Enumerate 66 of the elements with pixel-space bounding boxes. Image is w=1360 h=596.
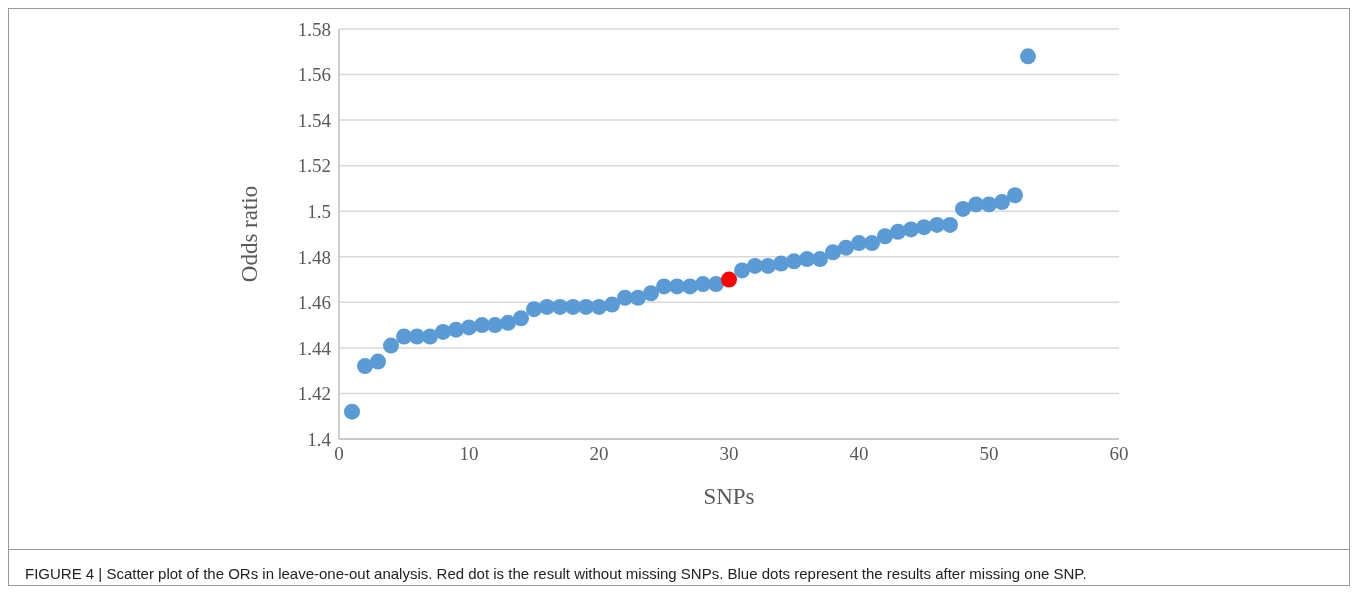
point — [383, 337, 399, 354]
point — [357, 358, 373, 375]
point — [1020, 48, 1036, 65]
point — [942, 216, 958, 233]
y-tick-label: 1.5 — [307, 200, 331, 222]
point — [604, 296, 620, 313]
point — [734, 262, 750, 279]
point — [786, 253, 802, 270]
point — [513, 310, 529, 327]
x-tick-label: 20 — [589, 443, 609, 465]
y-tick-label: 1.4 — [307, 428, 332, 450]
y-tick-label: 1.48 — [297, 246, 331, 268]
point — [682, 278, 698, 295]
point — [825, 244, 841, 261]
point — [487, 317, 503, 334]
point — [552, 298, 568, 315]
x-tick-label: 60 — [1109, 443, 1129, 465]
x-tick-label: 10 — [459, 443, 479, 465]
point — [370, 353, 386, 370]
point — [812, 251, 828, 268]
x-tick-label: 50 — [979, 443, 999, 465]
point — [721, 271, 737, 288]
y-tick-label: 1.44 — [297, 337, 332, 359]
point — [695, 276, 711, 293]
point — [1007, 187, 1023, 204]
x-tick-label: 40 — [849, 443, 869, 465]
x-tick-label: 0 — [334, 443, 344, 465]
point — [500, 314, 516, 331]
y-tick-label: 1.52 — [297, 155, 331, 177]
x-axis-title: SNPs — [703, 484, 755, 509]
point — [760, 257, 776, 274]
caption: FIGURE 4 | Scatter plot of the ORs in leave-one-out analysis. Red dot is the result without missing SNPs. Blue dots represent the results after missing one SNP. — [25, 565, 1087, 582]
point — [747, 257, 763, 274]
point — [708, 276, 724, 293]
point — [461, 319, 477, 336]
point — [838, 239, 854, 256]
y-tick-label: 1.56 — [297, 64, 331, 86]
point — [994, 194, 1010, 211]
point — [435, 323, 451, 340]
point — [955, 200, 971, 217]
y-tick-label: 1.58 — [297, 18, 331, 40]
point — [526, 301, 542, 318]
y-tick-label: 1.46 — [297, 292, 331, 314]
point — [643, 285, 659, 302]
point — [929, 216, 945, 233]
point — [565, 298, 581, 315]
point — [448, 321, 464, 338]
point — [539, 298, 555, 315]
point — [474, 317, 490, 334]
y-tick-label: 1.54 — [297, 109, 332, 131]
point — [630, 289, 646, 306]
point — [578, 298, 594, 315]
point — [344, 403, 360, 420]
point — [422, 328, 438, 345]
x-tick-label: 30 — [719, 443, 739, 465]
point — [981, 196, 997, 213]
point — [773, 255, 789, 272]
point — [890, 223, 906, 240]
point — [877, 228, 893, 245]
y-axis-title: Odds ratio — [237, 185, 263, 283]
point — [864, 235, 880, 252]
point — [591, 298, 607, 315]
y-tick-label: 1.42 — [297, 383, 331, 405]
point — [799, 251, 815, 268]
point — [916, 219, 932, 236]
point — [851, 235, 867, 252]
